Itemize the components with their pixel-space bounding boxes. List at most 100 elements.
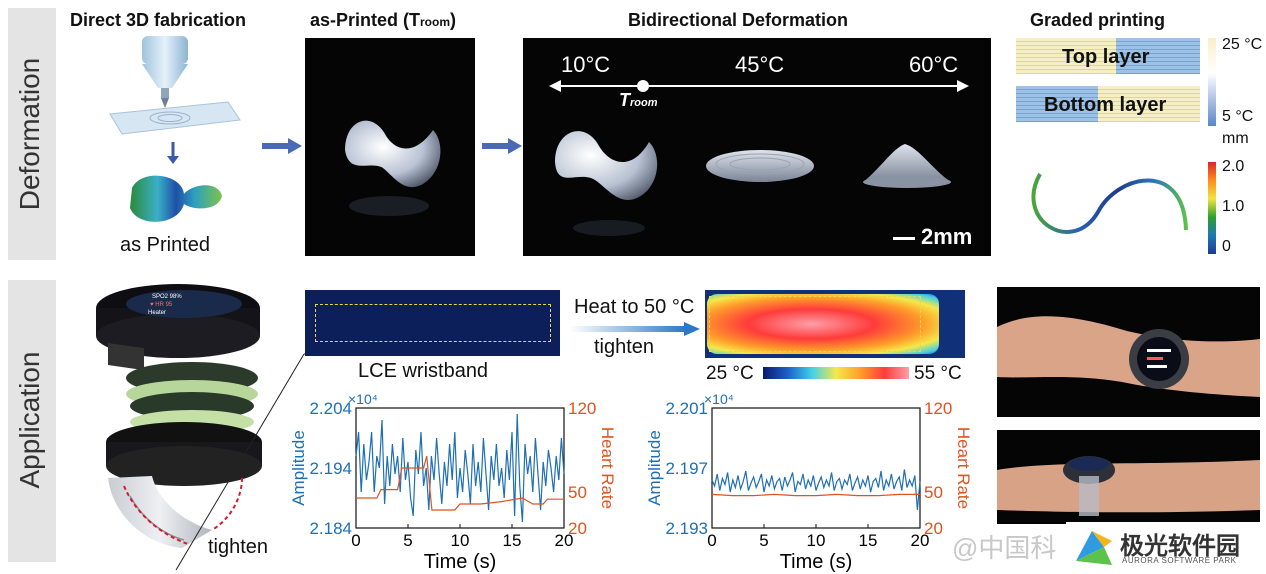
y-right-tick-label: 20 — [924, 519, 943, 538]
as-printed-title-sub: room — [420, 15, 451, 29]
wristband-outline-cold — [315, 304, 551, 342]
y-left-tick-label: 2.204 — [309, 399, 352, 418]
thermal-colorbar — [763, 367, 909, 379]
watch-screen-line2: ♥ HR 95 — [150, 302, 173, 308]
y-right-tick-label: 120 — [568, 399, 596, 418]
x-tick-label: 15 — [859, 531, 878, 550]
aurora-logo-icon — [1076, 531, 1112, 565]
as-printed-title: as-Printed (Troom) — [310, 10, 456, 31]
temperature-min-label: 5 °C — [1222, 108, 1254, 125]
watch-screen-line3: Heater — [148, 310, 167, 316]
bidirectional-photo: 10°C 45°C 60°C Troom 2mm — [523, 38, 991, 256]
heat-to-50-label: Heat to 50 °C — [574, 296, 695, 318]
temp-45c: 45°C — [735, 52, 785, 77]
brand-sub: AURORA SOFTWARE PARK — [1122, 556, 1237, 565]
amplitude-series-line — [355, 413, 565, 523]
wrist-with-watch-photo — [997, 316, 1260, 397]
y-right-axis-label: Heart Rate — [954, 427, 973, 509]
deformation-row-tab — [8, 8, 56, 260]
troom-label: Troom — [619, 90, 658, 111]
x-tick-label: 5 — [403, 531, 412, 550]
wrist-photo-top — [997, 287, 1260, 417]
wristband-outline-hot — [709, 296, 921, 352]
temperature-max-label: 25 °C — [1222, 36, 1263, 53]
y-right-axis-label: Heart Rate — [598, 427, 617, 509]
as-printed-title-prefix: as-Printed (T — [310, 10, 421, 30]
amplitude-series-line — [711, 469, 921, 511]
brand-watermark-box: 极光软件园 AURORA SOFTWARE PARK — [1066, 522, 1262, 572]
deformation-row-label: Deformation — [14, 57, 45, 211]
graded-layers-diagram — [1016, 38, 1200, 122]
tighten-label: tighten — [208, 536, 269, 558]
y-left-axis-label: Amplitude — [289, 430, 308, 506]
right-arrow-icon — [482, 138, 522, 154]
displacement-colorbar — [1208, 162, 1216, 254]
scale-bar-line — [893, 236, 915, 240]
lce-wristband-thermal-hot — [705, 290, 965, 358]
y-left-tick-label: 2.194 — [309, 459, 352, 478]
x-tick-label: 20 — [911, 531, 930, 550]
y-multiplier-label: ×10⁴ — [348, 391, 378, 407]
troom-sub: room — [630, 97, 658, 109]
x-axis-label: Time (s) — [780, 551, 853, 573]
troom-main: T — [619, 90, 630, 110]
deformation-shapes — [555, 131, 951, 236]
y-right-tick-label: 50 — [568, 483, 587, 502]
heat-arrow-icon — [570, 322, 700, 336]
heart-rate-series-line — [356, 455, 564, 511]
y-right-tick-label: 20 — [568, 519, 587, 538]
exploded-watch-illustration — [96, 284, 262, 548]
graded-title: Graded printing — [1030, 10, 1165, 30]
heart-rate-chart-loose: 0 5 10 15 20 2.204 2.194 2.184 120 50 20 ×10⁴ Time (… — [289, 391, 617, 573]
temperature-colorbar — [1208, 38, 1216, 126]
saddle-shape-photo — [345, 120, 441, 216]
y-left-tick-label: 2.201 — [665, 399, 708, 418]
x-tick-label: 10 — [451, 531, 470, 550]
down-arrow-icon — [167, 142, 179, 164]
wrist-side-photo — [997, 456, 1260, 516]
y-right-tick-label: 50 — [924, 483, 943, 502]
as-printed-label: as Printed — [120, 234, 211, 256]
printed-shape-simulation — [130, 175, 222, 222]
temperature-axis-arrow — [549, 80, 969, 92]
x-tick-label: 20 — [555, 531, 574, 550]
bidirectional-title: Bidirectional Deformation — [628, 10, 849, 30]
x-tick-label: 5 — [759, 531, 768, 550]
temp-10c: 10°C — [561, 52, 611, 77]
as-printed-title-suffix: ) — [450, 10, 457, 30]
right-arrow-icon — [262, 138, 302, 154]
printer-nozzle-illustration — [109, 36, 241, 135]
x-tick-label: 10 — [807, 531, 826, 550]
y-left-tick-label: 2.197 — [665, 459, 708, 478]
bottom-layer-label: Bottom layer — [1044, 94, 1167, 116]
heat-tighten-label: tighten — [594, 336, 655, 358]
wrist-photo-bottom — [997, 430, 1260, 524]
x-tick-label: 0 — [707, 531, 716, 550]
x-tick-label: 15 — [503, 531, 522, 550]
watch-screen-line1: SPO2 98% — [152, 294, 182, 300]
heart-rate-chart-tight: 0 5 10 15 20 2.201 2.197 2.193 120 50 20 ×10⁴ Time (… — [645, 391, 973, 573]
heart-rate-series-line — [711, 493, 920, 497]
y-multiplier-label: ×10⁴ — [704, 391, 734, 407]
x-axis-label: Time (s) — [424, 551, 497, 573]
thermal-scale-max-label: 55 °C — [914, 363, 962, 384]
y-right-tick-label: 120 — [924, 399, 952, 418]
y-left-tick-label: 2.184 — [309, 519, 352, 538]
y-left-tick-label: 2.193 — [665, 519, 708, 538]
scale-bar: 2mm — [893, 224, 972, 250]
y-left-axis-label: Amplitude — [645, 430, 664, 506]
application-row-label: Application — [14, 351, 45, 489]
thermal-scale-min-label: 25 °C — [706, 363, 754, 384]
displacement-tick-min: 0 — [1222, 238, 1231, 255]
displacement-unit-label: mm — [1222, 130, 1249, 147]
as-printed-photo — [305, 38, 475, 256]
displacement-tick-mid: 1.0 — [1222, 198, 1245, 215]
top-layer-label: Top layer — [1062, 46, 1150, 68]
displacement-tick-max: 2.0 — [1222, 158, 1245, 175]
application-row-tab — [8, 280, 56, 562]
temp-60c: 60°C — [909, 52, 959, 77]
plot-frame — [711, 407, 921, 529]
social-watermark: @中国科 — [952, 533, 1057, 563]
fabrication-title: Direct 3D fabrication — [70, 10, 247, 30]
lce-wristband-label: LCE wristband — [358, 360, 489, 382]
